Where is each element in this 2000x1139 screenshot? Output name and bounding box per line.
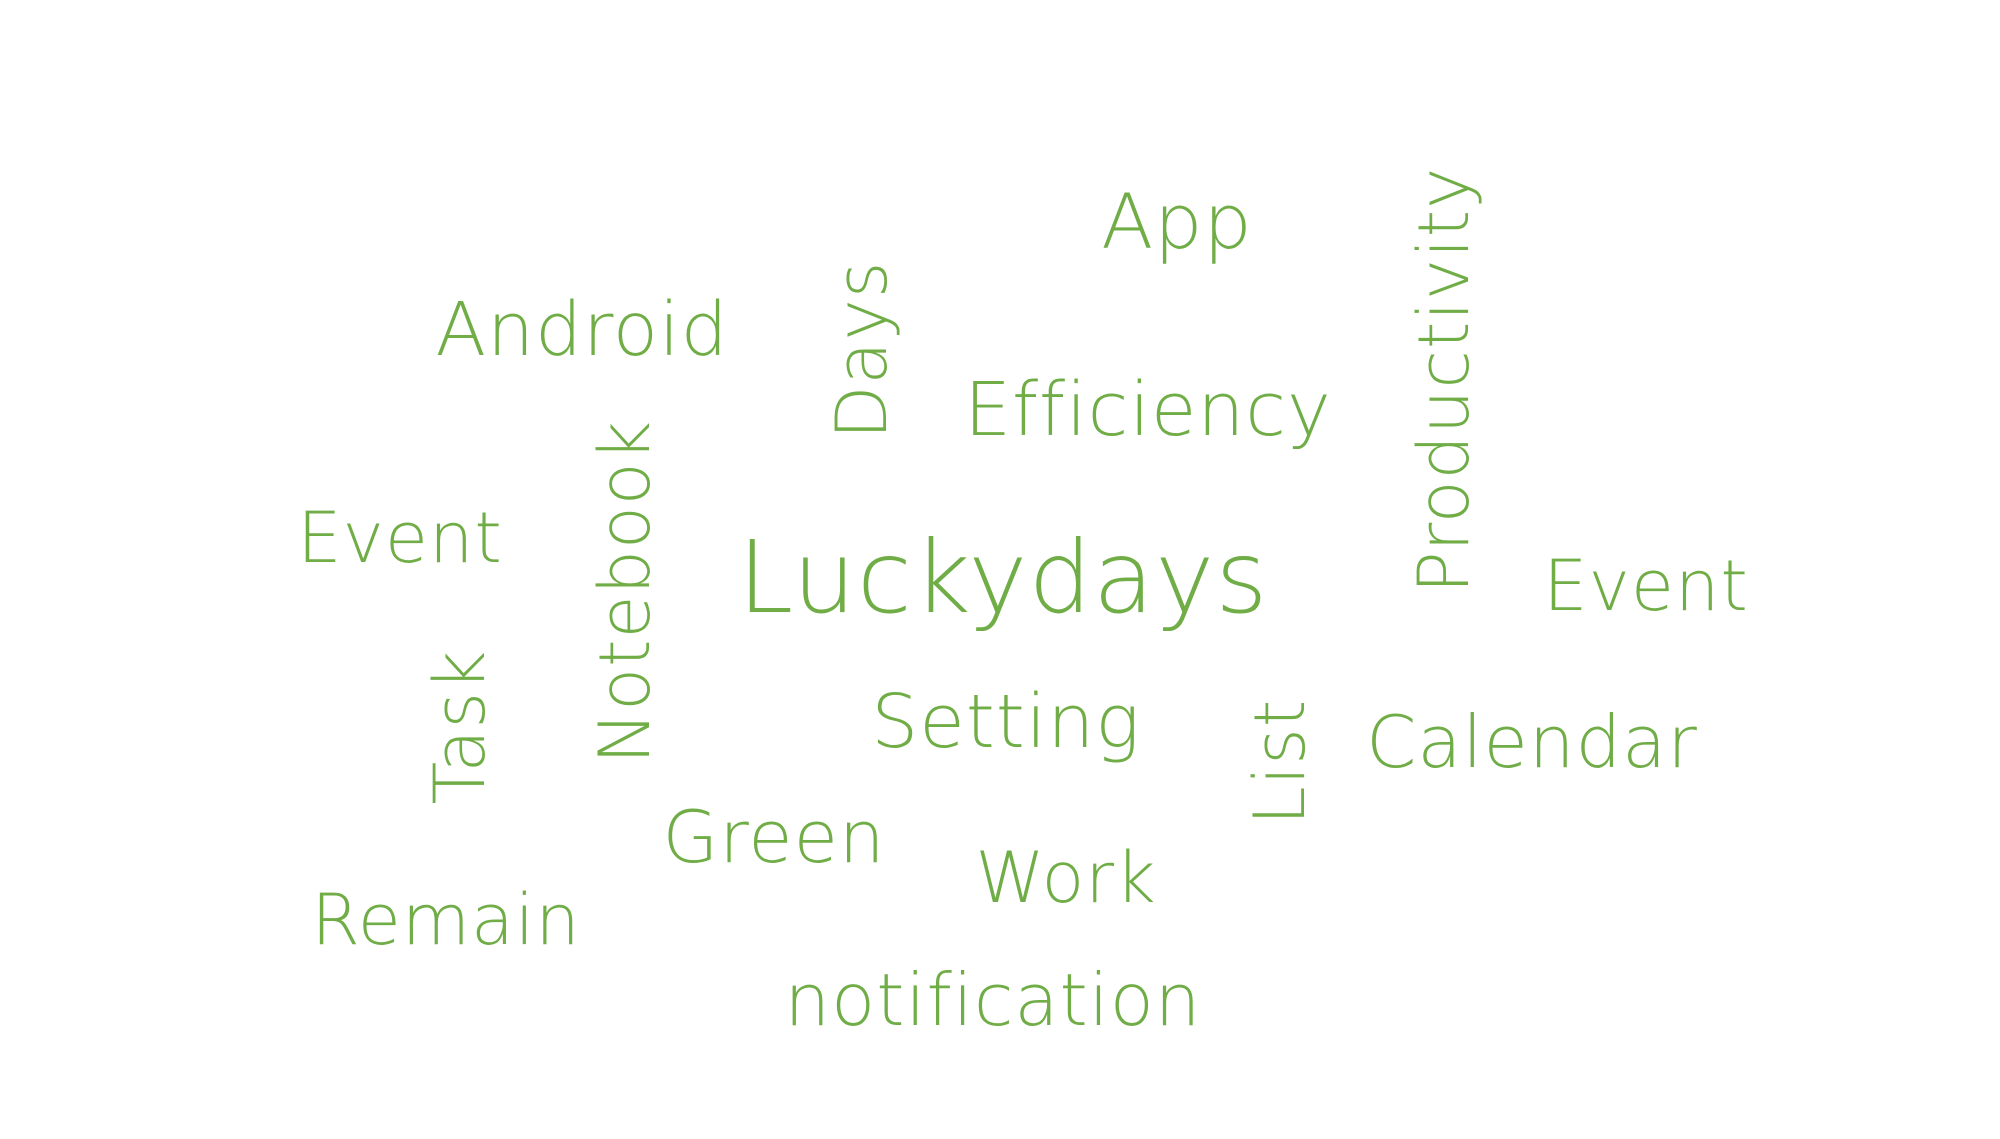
word-notification: notification (784, 958, 1202, 1042)
word-productivity: Productivity (1403, 166, 1485, 594)
word-notebook: Notebook (584, 419, 666, 765)
word-event-left: Event (297, 497, 503, 579)
word-task: Task (419, 649, 501, 805)
word-efficiency: Efficiency (964, 367, 1332, 453)
word-work: Work (975, 837, 1157, 919)
word-luckydays: Luckydays (737, 519, 1269, 636)
word-list: List (1239, 698, 1321, 826)
word-android: Android (435, 287, 729, 373)
word-green: Green (662, 795, 886, 879)
word-app: App (1101, 177, 1253, 266)
word-remain: Remain (311, 879, 581, 961)
word-days: Days (821, 260, 903, 440)
word-setting: Setting (871, 679, 1141, 765)
word-calendar: Calendar (1366, 700, 1698, 784)
word-event-right: Event (1543, 545, 1749, 627)
